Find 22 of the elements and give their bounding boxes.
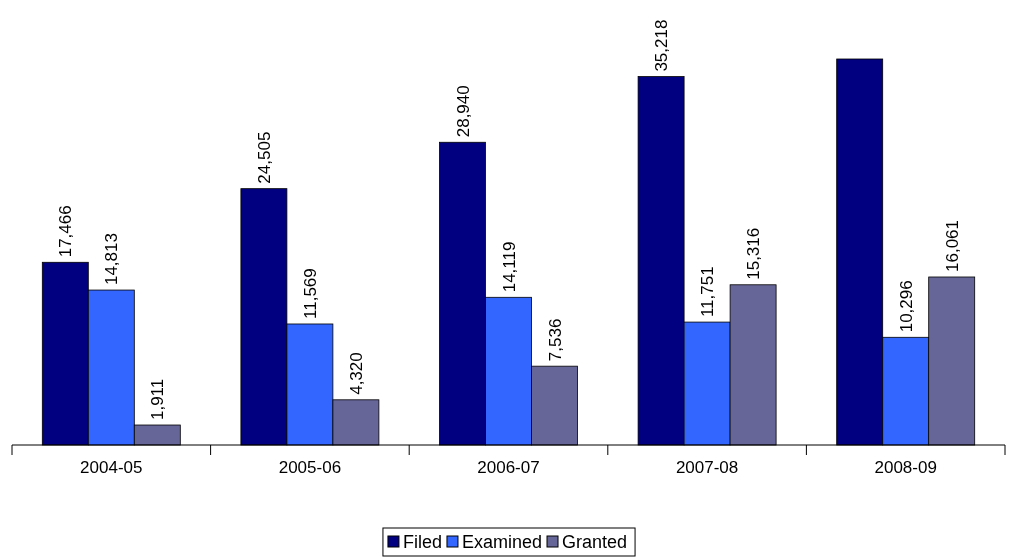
data-label: 1,911 xyxy=(148,378,168,421)
x-tick-label: 2007-08 xyxy=(675,458,739,477)
data-label: 10,296 xyxy=(896,280,916,333)
data-label: 11,751 xyxy=(698,266,718,318)
data-label: 16,061 xyxy=(942,219,962,272)
data-label: 11,569 xyxy=(300,268,320,319)
data-label: 24,505 xyxy=(254,131,274,184)
data-label: 17,466 xyxy=(56,205,76,258)
data-label: 14,119 xyxy=(499,241,519,293)
legend-label: Granted xyxy=(562,532,628,552)
data-label: 28,940 xyxy=(453,85,473,138)
x-tick-label: 2008-09 xyxy=(874,458,937,477)
data-label: 14,813 xyxy=(102,233,122,286)
x-tick-label: 2006-07 xyxy=(477,458,540,477)
data-label: 35,218 xyxy=(652,19,672,72)
x-tick-label: 2005-06 xyxy=(278,458,342,477)
legend-label: Examined xyxy=(461,532,543,552)
data-label: 7,536 xyxy=(545,318,565,362)
legend-label: Filed xyxy=(402,532,442,552)
data-label: 4,320 xyxy=(346,352,366,395)
x-tick-label: 2004-05 xyxy=(80,458,143,477)
data-label: 15,316 xyxy=(744,227,764,280)
